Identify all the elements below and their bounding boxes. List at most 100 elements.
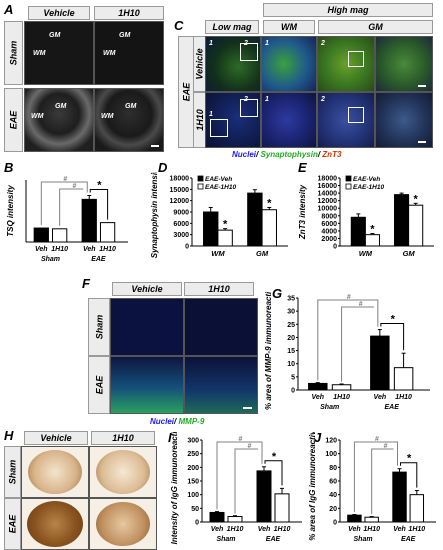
micrograph-c-vehicle-lowmag: 1 2 <box>205 36 261 92</box>
panel-h-col-1h10: 1H10 <box>91 431 155 445</box>
significance-mark: * <box>414 193 419 205</box>
significance-bracket <box>353 441 399 513</box>
significance-mark: # <box>248 443 252 450</box>
x-tick-label: Veh <box>312 394 325 401</box>
legend-swatch <box>197 175 204 182</box>
group-label: Sham <box>216 536 235 543</box>
scale-bar <box>418 85 426 87</box>
x-tick-label: WM <box>211 249 225 258</box>
bar <box>274 493 290 523</box>
group-label: EAE <box>401 536 416 543</box>
y-tick-label: 80 <box>329 465 337 472</box>
micrograph-c-1h10-gm: 2 <box>317 92 375 148</box>
group-label: EAE <box>385 404 400 411</box>
y-tick-label: 4000 <box>321 228 337 235</box>
x-tick-label: 1H10 <box>274 526 291 533</box>
significance-mark: # <box>375 436 379 443</box>
y-tick-label: 6000 <box>321 221 337 228</box>
y-axis-title: Synaptophysin intensity <box>150 172 159 258</box>
micrograph-c-vehicle-wm: 1 <box>261 36 317 92</box>
legend-label: EAE-1H10 <box>205 184 236 191</box>
significance-mark: # <box>384 443 388 450</box>
panel-h-row-sham: Sham <box>4 446 21 498</box>
panel-a-col-vehicle: Vehicle <box>28 6 90 20</box>
y-tick-label: 12000 <box>170 198 190 205</box>
significance-mark: # <box>359 301 363 308</box>
x-tick-label: 1H10 <box>227 526 244 533</box>
bar <box>33 227 49 243</box>
significance-bracket <box>264 460 283 486</box>
bar <box>261 209 277 247</box>
micrograph-a-sham-1h10: GM WM <box>94 21 164 85</box>
panel-c-high-mag-header: High mag <box>263 3 433 17</box>
y-tick-label: 200 <box>187 465 199 472</box>
micrograph-c-1h10-lowmag: 1 2 <box>205 92 261 148</box>
panel-c-legend: Nuclei/ Synaptophysin/ ZnT3 <box>232 150 342 159</box>
x-tick-label: Veh <box>348 526 361 533</box>
y-tick-label: 150 <box>187 479 199 486</box>
micrograph-a-sham-vehicle: GM WM <box>24 21 94 85</box>
x-tick-label: 1H10 <box>395 394 412 401</box>
y-tick-label: 50 <box>191 506 199 513</box>
y-tick-label: 14000 <box>318 191 338 198</box>
y-tick-label: 18000 <box>318 176 338 183</box>
x-tick-label: 1H10 <box>408 526 425 533</box>
x-tick-label: WM <box>359 249 373 258</box>
micrograph-a-eae-1h10: GM WM <box>94 88 164 152</box>
micrograph-h-eae-1h10 <box>89 498 157 550</box>
panel-a-col-1h10: 1H10 <box>94 6 164 20</box>
y-tick-label: 120 <box>325 438 337 445</box>
chart-d: 0 3000 6000 9000 12000 15000 18000 Synaptophysi… <box>150 172 288 258</box>
y-tick-label: 16000 <box>318 183 338 190</box>
significance-bracket <box>216 441 263 510</box>
x-tick-label: GM <box>256 249 269 258</box>
x-tick-label: 1H10 <box>333 394 350 401</box>
bar <box>364 234 380 247</box>
x-tick-label: 1H10 <box>99 246 116 253</box>
y-tick-label: 2000 <box>321 236 337 243</box>
bar <box>408 204 424 247</box>
panel-label-c: C <box>174 18 184 33</box>
y-tick-label: 30 <box>287 309 295 316</box>
legend-swatch <box>345 175 352 182</box>
scale-bar <box>243 407 252 409</box>
panel-f-col-vehicle: Vehicle <box>112 282 182 296</box>
chart-e: 0200040006000800010000120001400016000180… <box>298 175 434 258</box>
significance-mark: * <box>272 451 277 463</box>
panel-label-e: E <box>298 160 307 175</box>
bar <box>347 514 362 523</box>
scale-bar <box>418 141 426 143</box>
significance-bracket <box>234 448 258 514</box>
group-label: EAE <box>91 256 106 263</box>
bar <box>392 471 407 523</box>
bar <box>350 216 366 247</box>
bar <box>203 211 219 247</box>
bar <box>217 229 233 247</box>
panel-label-g: G <box>272 286 283 301</box>
chart-g: 0 5 10 15 20 25 30 35 % area of MMP-9 immunoreac… <box>264 292 430 411</box>
y-tick-label: 25 <box>287 322 295 329</box>
legend-label: EAE-Veh <box>353 176 380 183</box>
chart-i: 0 50 100 150 200 250 300 Intensity of IgG immun… <box>170 432 302 544</box>
x-tick-label: 1H10 <box>363 526 380 533</box>
x-tick-label: 1H10 <box>51 246 68 253</box>
panel-label-a: A <box>4 2 14 17</box>
panel-f-row-sham: Sham <box>88 298 110 356</box>
panel-label-d: D <box>158 160 168 175</box>
significance-bracket <box>317 299 379 381</box>
x-tick-label: Veh <box>211 526 224 533</box>
significance-mark: * <box>267 197 272 209</box>
y-axis-title: Intensity of IgG immunoreactivity <box>170 432 179 544</box>
bar <box>394 194 410 247</box>
y-tick-label: 60 <box>329 479 337 486</box>
x-tick-label: Veh <box>374 394 387 401</box>
panel-c-low-mag-header: Low mag <box>205 20 259 34</box>
x-tick-label: GM <box>403 249 416 258</box>
y-axis-title: % area of IgG immunoreactivity <box>308 432 317 541</box>
bar <box>52 228 68 243</box>
bar <box>393 367 414 391</box>
panel-h-col-vehicle: Vehicle <box>24 431 88 445</box>
scale-bar <box>151 145 159 147</box>
significance-mark: * <box>391 314 396 326</box>
